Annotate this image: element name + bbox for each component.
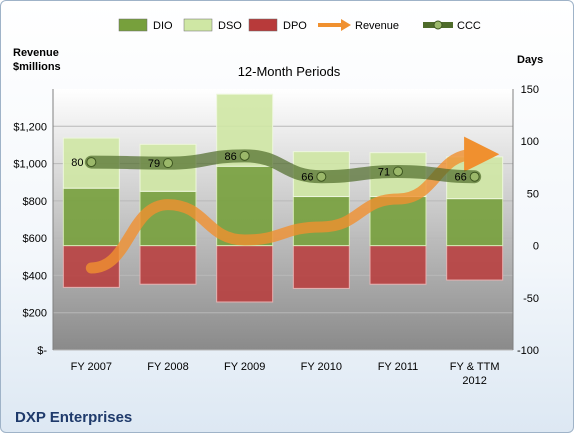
x-tick-label: FY 2011 — [378, 361, 419, 373]
ccc-data-label: 71 — [378, 166, 390, 178]
left-tick-label: $400 — [23, 270, 47, 282]
plot-area — [53, 89, 513, 350]
legend-label: CCC — [457, 20, 481, 32]
bar-dpo — [369, 245, 427, 285]
chart-legend: DIO DSO DPO Revenue CCC — [118, 18, 481, 32]
axis-ticks: $- $200 $400 $600 $800 $1,000 $1,200 -100 -50 0 50… — [13, 84, 539, 357]
ccc-data-label: 80 — [71, 157, 83, 169]
revenue-line — [85, 136, 500, 274]
legend-swatch-dpo — [248, 18, 278, 32]
right-axis-label: Days — [517, 54, 543, 66]
ccc-point — [163, 158, 173, 169]
x-tick-label: 2012 — [462, 375, 486, 387]
ccc-point — [393, 166, 403, 177]
ccc-data-label: 79 — [148, 158, 160, 170]
x-tick-label: FY & TTM — [450, 361, 500, 373]
x-tick-label: FY 2010 — [301, 361, 342, 373]
ccc-point — [316, 171, 327, 182]
left-tick-label: $- — [37, 345, 47, 357]
legend-swatch-dio — [118, 18, 148, 32]
legend-label: Revenue — [355, 20, 399, 32]
legend-arrow-icon — [341, 19, 351, 31]
legend-label: DSO — [218, 20, 242, 32]
legend-label: DPO — [283, 20, 307, 32]
legend-label: DIO — [153, 20, 173, 32]
left-tick-label: $200 — [23, 308, 47, 320]
legend-swatch-dso — [183, 18, 213, 32]
ccc-point — [469, 171, 480, 182]
ccc-point — [239, 150, 250, 161]
right-tick-label: -100 — [517, 345, 539, 357]
company-name: DXP Enterprises — [15, 409, 132, 426]
left-axis-label-line2: $millions — [13, 61, 61, 73]
ccc-data-label: 86 — [225, 151, 237, 163]
left-tick-label: $1,000 — [13, 159, 47, 171]
revenue-series — [85, 136, 500, 274]
right-tick-label: 100 — [521, 136, 539, 148]
legend-marker-icon — [433, 20, 443, 30]
x-axis-labels: FY 2007 FY 2008 FY 2009 FY 2010 FY 2011 FY & … — [71, 361, 500, 387]
left-tick-label: $600 — [23, 233, 47, 245]
right-tick-label: 0 — [533, 241, 539, 253]
ccc-point — [86, 157, 97, 168]
left-axis-label-line1: Revenue — [13, 47, 59, 59]
bar-dpo — [216, 245, 274, 303]
ccc-data-label: 66 — [455, 172, 467, 184]
left-tick-label: $1,200 — [13, 121, 47, 133]
bar-dpo — [292, 245, 350, 289]
x-tick-label: FY 2007 — [71, 361, 112, 373]
right-tick-label: 150 — [521, 84, 539, 96]
bar-dio — [446, 198, 504, 247]
chart-subtitle: 12-Month Periods — [238, 64, 341, 79]
x-tick-label: FY 2008 — [147, 361, 188, 373]
x-tick-label: FY 2009 — [224, 361, 265, 373]
right-tick-label: -50 — [523, 293, 539, 305]
left-tick-label: $800 — [23, 196, 47, 208]
ccc-series: 80 79 86 66 71 66 — [71, 149, 482, 184]
bar-dpo — [446, 245, 504, 281]
bar-dio — [62, 187, 120, 247]
ccc-data-label: 66 — [301, 172, 313, 184]
bar-dpo — [139, 245, 197, 285]
right-tick-label: 50 — [527, 188, 539, 200]
